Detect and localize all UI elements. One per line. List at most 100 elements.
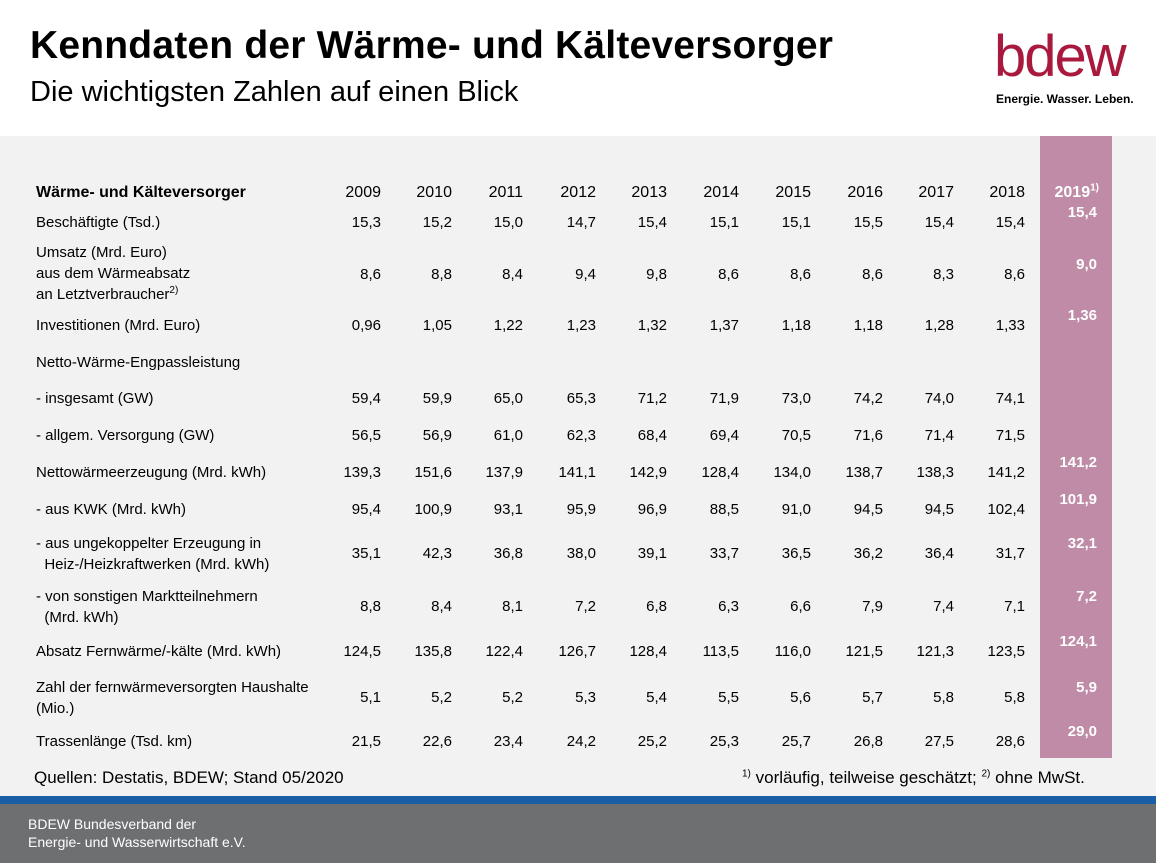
table-cell: 7,4	[933, 598, 954, 615]
year-header-highlight: 20191)	[1037, 182, 1100, 203]
table-cell: 91,0	[781, 501, 811, 518]
row-label-text: Zahl der fernwärmeversorgten Haushalte	[36, 679, 309, 696]
page-title: Kenndaten der Wärme- und Kälteversorger	[30, 24, 834, 67]
table-cell: 15,4	[924, 214, 954, 231]
year-header: 2017	[918, 184, 954, 201]
row-label-text: aus dem Wärmeabsatz	[36, 265, 191, 282]
table-cell: 88,5	[709, 501, 739, 518]
highlight-cell: 7,2	[1076, 588, 1097, 605]
table-cell: 8,1	[502, 598, 523, 615]
row-label: Heiz-/Heizkraftwerken (Mrd. kWh)	[36, 554, 269, 575]
row-label: Umsatz (Mrd. Euro)	[36, 242, 167, 263]
year-header: 2011	[488, 184, 523, 201]
row-label-text: - aus ungekoppelter Erzeugung in	[36, 535, 262, 552]
table-cell: 1,18	[781, 317, 811, 334]
table-cell: 96,9	[637, 501, 667, 518]
row-label: Zahl der fernwärmeversorgten Haushalte	[36, 677, 309, 698]
table-cell: 93,1	[493, 501, 523, 518]
table-cell: 1,28	[924, 317, 954, 334]
table-cell: 36,8	[493, 545, 523, 562]
table-cell: 15,4	[637, 214, 667, 231]
table-cell: 5,8	[933, 689, 954, 706]
table-cell: 33,7	[709, 545, 739, 562]
row-label-text: (Mio.)	[36, 700, 75, 717]
table-cell: 65,3	[566, 390, 596, 407]
table-cell: 121,3	[916, 643, 954, 660]
table-cell: 6,6	[790, 598, 811, 615]
table-cell: 65,0	[493, 390, 523, 407]
table-cell: 141,1	[558, 464, 596, 481]
table-cell: 39,1	[637, 545, 667, 562]
row-label-note: 2)	[169, 285, 179, 296]
table-cell: 124,5	[343, 643, 381, 660]
table-cell: 135,8	[414, 643, 452, 660]
table-cell: 123,5	[987, 643, 1025, 660]
row-label-text: - aus KWK (Mrd. kWh)	[36, 501, 187, 518]
table-cell: 113,5	[702, 643, 739, 660]
year-header: 2010	[416, 184, 452, 201]
table-cell: 9,8	[646, 266, 667, 283]
row-label: Netto-Wärme-Engpassleistung	[36, 352, 240, 373]
table-cell: 7,1	[1004, 598, 1025, 615]
table-cell: 5,3	[575, 689, 596, 706]
table-cell: 22,6	[422, 733, 452, 750]
highlight-cell: 32,1	[1067, 535, 1097, 552]
table-cell: 5,2	[431, 689, 452, 706]
page-subtitle: Die wichtigsten Zahlen auf einen Blick	[30, 76, 519, 108]
highlight-cell: 15,4	[1067, 204, 1097, 221]
table-cell: 74,2	[853, 390, 883, 407]
table-cell: 9,4	[575, 266, 596, 283]
data-table-panel	[0, 136, 1156, 796]
table-cell: 126,7	[558, 643, 596, 660]
table-cell: 35,1	[351, 545, 381, 562]
row-label-text: Netto-Wärme-Engpassleistung	[36, 354, 241, 371]
row-label: - allgem. Versorgung (GW)	[36, 425, 214, 446]
row-label: (Mio.)	[36, 698, 74, 719]
footnote-2-mark: 2)	[981, 768, 991, 780]
table-cell: 1,05	[422, 317, 452, 334]
table-cell: 59,4	[351, 390, 381, 407]
table-cell: 56,9	[422, 427, 452, 444]
table-cell: 95,9	[566, 501, 596, 518]
table-cell: 36,4	[924, 545, 954, 562]
table-cell: 5,5	[718, 689, 739, 706]
table-cell: 95,4	[351, 501, 381, 518]
highlight-column-2019	[1040, 136, 1112, 758]
table-cell: 21,5	[351, 733, 381, 750]
footer: BDEW Bundesverband der Energie- und Wass…	[0, 804, 1156, 863]
row-label: (Mrd. kWh)	[36, 607, 118, 628]
table-cell: 71,5	[995, 427, 1025, 444]
row-label-text: Trassenlänge (Tsd. km)	[36, 733, 193, 750]
table-cell: 25,7	[781, 733, 811, 750]
table-cell: 5,1	[360, 689, 381, 706]
header: Kenndaten der Wärme- und Kälteversorger …	[0, 0, 1156, 136]
table-cell: 138,7	[845, 464, 883, 481]
row-label-text: an Letztverbraucher	[36, 286, 170, 303]
highlight-cell: 29,0	[1067, 723, 1097, 740]
accent-bar	[0, 796, 1156, 804]
table-cell: 134,0	[773, 464, 811, 481]
logo-wordmark: bdew	[994, 24, 1127, 89]
table-cell: 1,32	[637, 317, 667, 334]
table-cell: 8,6	[1004, 266, 1025, 283]
table-cell: 23,4	[493, 733, 523, 750]
row-label: - von sonstigen Marktteilnehmern	[36, 586, 258, 607]
table-cell: 1,22	[493, 317, 523, 334]
table-cell: 8,8	[360, 598, 381, 615]
table-cell: 28,6	[995, 733, 1025, 750]
table-cell: 71,4	[924, 427, 954, 444]
table-cell: 5,2	[502, 689, 523, 706]
row-label: Trassenlänge (Tsd. km)	[36, 731, 192, 752]
row-label: Investitionen (Mrd. Euro)	[36, 315, 200, 336]
highlight-cell: 101,9	[1059, 491, 1097, 508]
table-cell: 7,9	[862, 598, 883, 615]
table-cell: 128,4	[701, 464, 739, 481]
table-cell: 8,8	[431, 266, 452, 283]
table-cell: 74,1	[995, 390, 1025, 407]
table-cell: 8,4	[502, 266, 523, 283]
highlight-cell: 141,2	[1059, 454, 1097, 471]
table-cell: 59,9	[422, 390, 452, 407]
table-cell: 71,9	[709, 390, 739, 407]
source-note: Quellen: Destatis, BDEW; Stand 05/2020	[34, 768, 344, 787]
table-cell: 8,6	[790, 266, 811, 283]
